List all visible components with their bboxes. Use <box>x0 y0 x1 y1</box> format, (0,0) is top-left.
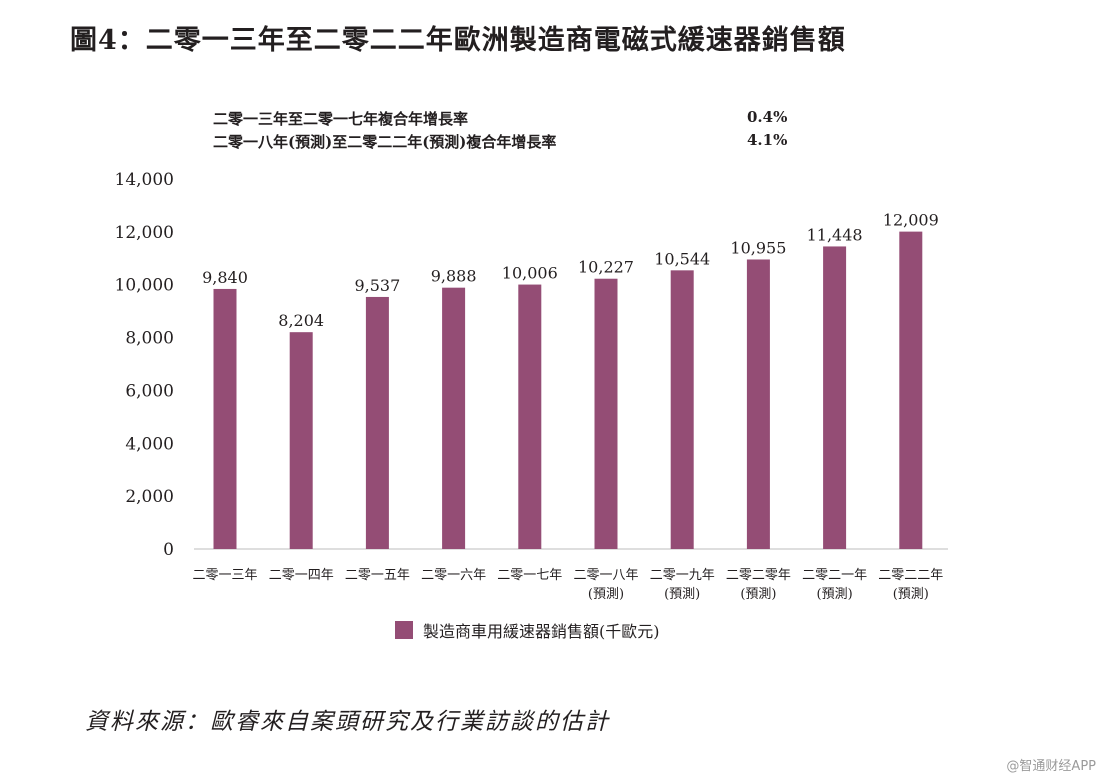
x-tick-label: 二零二零年 <box>726 568 791 583</box>
bar <box>823 246 847 549</box>
y-tick-label: 14,000 <box>115 170 174 190</box>
bar <box>518 284 542 549</box>
bar-value-label: 10,227 <box>578 258 634 277</box>
y-tick-label: 6,000 <box>125 381 174 401</box>
x-tick-label: 二零二二年 <box>878 568 943 583</box>
x-tick-label: 二零一六年 <box>421 568 486 583</box>
x-tick-label: (預測) <box>664 587 700 602</box>
y-tick-label: 4,000 <box>125 434 174 454</box>
y-tick-label: 10,000 <box>115 276 174 296</box>
cagr-value-2018-2022: 4.1% <box>747 131 788 149</box>
y-tick-label: 2,000 <box>125 487 174 507</box>
cagr-label-2018-2022: 二零一八年(預測)至二零二二年(預測)複合年增長率 <box>213 133 557 151</box>
y-tick-label: 8,000 <box>125 329 174 349</box>
legend: 製造商車用緩速器銷售額(千歐元) <box>395 618 660 642</box>
bar-value-label: 10,955 <box>730 238 786 257</box>
bar <box>670 270 694 549</box>
x-tick-label: (預測) <box>588 587 624 602</box>
watermark: @智通财经APP <box>1006 759 1096 774</box>
bar <box>594 278 618 549</box>
bar-value-label: 11,448 <box>807 225 863 244</box>
legend-label: 製造商車用緩速器銷售額(千歐元) <box>423 622 660 641</box>
source-note: 資料來源：歐睿來自案頭研究及行業訪談的估計 <box>85 709 610 735</box>
x-tick-label: 二零一五年 <box>345 568 410 583</box>
bar <box>289 332 313 549</box>
bar-value-label: 12,009 <box>883 211 939 230</box>
bar <box>746 259 770 549</box>
legend-swatch <box>395 621 413 639</box>
bar <box>365 296 389 549</box>
bar <box>442 287 466 549</box>
x-tick-label: (預測) <box>893 587 929 602</box>
bar <box>899 231 923 549</box>
bar-value-label: 10,544 <box>654 249 710 268</box>
cagr-value-2013-2017: 0.4% <box>747 108 788 126</box>
y-tick-label: 0 <box>163 540 174 560</box>
chart-title: 圖4：二零一三年至二零二二年歐洲製造商電磁式緩速器銷售額 <box>70 25 846 56</box>
x-tick-label: 二零二一年 <box>802 568 867 583</box>
x-tick-label: 二零一四年 <box>269 568 334 583</box>
x-tick-label: 二零一三年 <box>192 568 257 583</box>
x-tick-label: 二零一七年 <box>497 568 562 583</box>
cagr-label-2013-2017: 二零一三年至二零一七年複合年增長率 <box>213 110 469 128</box>
bar-value-label: 9,537 <box>354 276 400 295</box>
bar-value-label: 9,888 <box>431 267 477 286</box>
bar-value-label: 9,840 <box>202 268 248 287</box>
x-tick-label: 二零一八年 <box>573 568 638 583</box>
bar <box>213 288 237 549</box>
x-tick-label: (預測) <box>817 587 853 602</box>
x-tick-label: 二零一九年 <box>650 568 715 583</box>
bar-value-label: 10,006 <box>502 264 558 283</box>
bar-value-label: 8,204 <box>278 311 324 330</box>
x-tick-label: (預測) <box>740 587 776 602</box>
y-tick-label: 12,000 <box>115 223 174 243</box>
